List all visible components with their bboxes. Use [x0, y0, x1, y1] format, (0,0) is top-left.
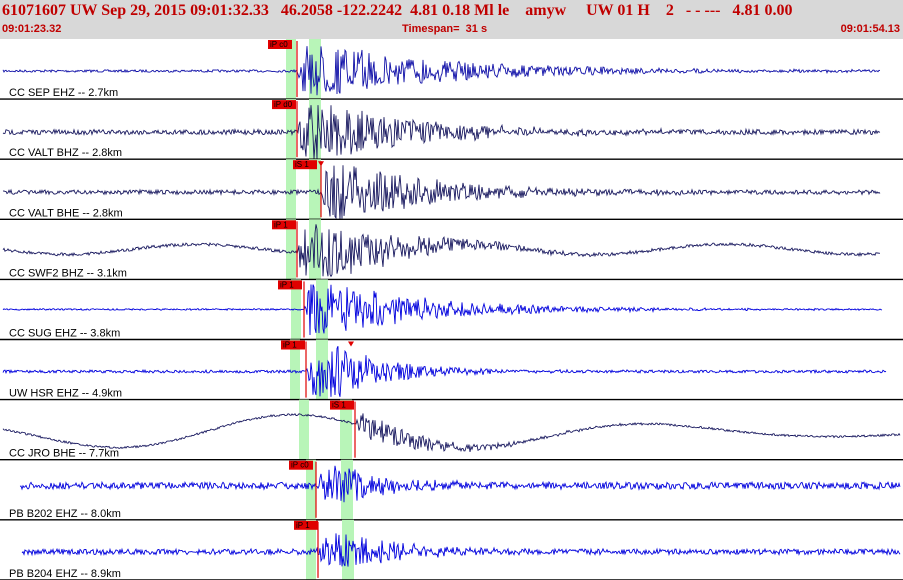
p-window: [299, 399, 309, 460]
trace-row: iP 1 CC SWF2 BHZ -- 3.1km: [0, 219, 903, 281]
waveform: [21, 533, 901, 567]
waveform: [2, 224, 881, 278]
trace-row: iP 1 CC SUG EHZ -- 3.8km: [0, 279, 903, 341]
pick-label: iP 1: [280, 280, 294, 289]
trace-row: iP d0 CC VALT BHZ -- 2.8km: [0, 99, 903, 160]
waveform: [19, 465, 901, 503]
station-label: CC SUG EHZ -- 3.8km: [9, 328, 120, 340]
timespan-readout: Timespan= 31 s: [402, 23, 488, 35]
pick-label: iP 1: [283, 341, 297, 350]
pick-flag: [294, 520, 318, 530]
end-time: 09:01:54.13: [840, 23, 900, 35]
waveform: [2, 165, 881, 220]
pick-marker: [348, 341, 354, 347]
p-window: [286, 219, 296, 280]
event-header: 61071607 UW Sep 29, 2015 09:01:32.33 46.…: [0, 0, 903, 39]
pick-label: iP 1: [296, 521, 310, 530]
station-label: CC SWF2 BHZ -- 3.1km: [9, 267, 127, 279]
seismogram-panel[interactable]: iP c0 CC SEP EHZ -- 2.7km iP d0 CC VALT BHZ…: [0, 39, 903, 580]
pick-label: iP d0: [274, 100, 293, 109]
pick-marker: [318, 161, 324, 167]
pick-flag: [278, 280, 302, 290]
pick-label: iP 1: [274, 220, 288, 229]
station-label: CC VALT BHZ -- 2.8km: [9, 147, 122, 159]
trace-row: iP 1 PB B204 EHZ -- 8.9km: [0, 519, 903, 580]
waveform: [2, 46, 881, 96]
pick-label: iP c0: [291, 461, 309, 470]
trace-row: iS 1 CC VALT BHE -- 2.8km: [0, 159, 903, 221]
p-window: [290, 339, 300, 400]
p-window: [286, 159, 296, 220]
trace-row: iP 1 UW HSR EHZ -- 4.9km: [0, 339, 903, 401]
trace-row: iP c0 PB B202 EHZ -- 8.0km: [0, 459, 903, 521]
pick-flag: [268, 40, 292, 49]
station-label: CC VALT BHE -- 2.8km: [9, 207, 123, 219]
pick-flag: [272, 220, 296, 230]
s-window: [309, 159, 321, 220]
pick-flag: [293, 160, 317, 170]
p-window: [286, 99, 296, 160]
pick-flag: [272, 100, 296, 110]
waveform: [2, 346, 887, 397]
pick-label: iP c0: [270, 40, 288, 49]
station-label: UW HSR EHZ -- 4.9km: [9, 388, 122, 400]
station-label: CC SEP EHZ -- 2.7km: [9, 87, 118, 99]
pick-label: iS 1: [332, 401, 346, 410]
station-label: PB B204 EHZ -- 8.9km: [9, 568, 121, 580]
pick-flag: [289, 460, 313, 470]
station-label: PB B202 EHZ -- 8.0km: [9, 508, 121, 520]
pick-flag: [281, 340, 305, 350]
p-window: [286, 39, 296, 100]
waveform: [2, 413, 901, 453]
waveform: [2, 105, 881, 160]
pick-label: iS 1: [295, 160, 309, 169]
trace-row: iS 1 CC JRO BHE -- 7.7km: [0, 399, 903, 461]
start-time: 09:01:23.32: [2, 23, 62, 35]
pick-flag: [330, 400, 354, 410]
waveform: [2, 284, 883, 336]
station-label: CC JRO BHE -- 7.7km: [9, 448, 119, 460]
p-window: [306, 459, 316, 520]
event-title: 61071607 UW Sep 29, 2015 09:01:32.33 46.…: [2, 2, 793, 19]
trace-row: iP c0 CC SEP EHZ -- 2.7km: [0, 39, 903, 100]
s-window: [340, 399, 352, 460]
